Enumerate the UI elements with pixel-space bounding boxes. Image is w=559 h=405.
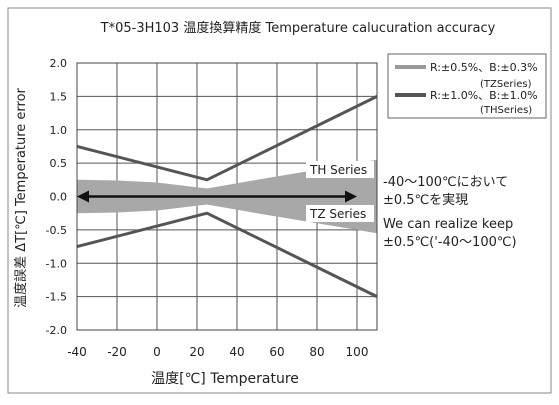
- x-tick-label: -20: [107, 345, 127, 359]
- x-axis-ticks: -40 -20 0 20 40 60 80 100: [67, 345, 368, 359]
- x-tick-label: 80: [309, 345, 324, 359]
- th-series-label-bg: [306, 161, 374, 178]
- tz-series-label-bg: [306, 205, 374, 222]
- note-en-line1: We can realize keep: [383, 217, 513, 232]
- x-tick-label: 0: [153, 345, 161, 359]
- range-arrow: [77, 190, 357, 203]
- range-arrow-head-left: [77, 190, 89, 203]
- th-series-label: TH Series: [309, 163, 367, 177]
- y-tick-label: -0.5: [46, 224, 67, 237]
- y-tick-label: 0.0: [50, 191, 68, 204]
- range-arrow-head-right: [345, 190, 357, 203]
- x-tick-label: 20: [189, 345, 204, 359]
- legend-tz-sublabel: (TZSeries): [480, 79, 532, 90]
- chart-title: T*05-3H103 温度換算精度 Temperature calucurati…: [100, 20, 496, 36]
- note-jp-line2: ±0.5℃を実現: [383, 192, 468, 208]
- legend-box: [387, 53, 547, 119]
- x-tick-label: 40: [229, 345, 244, 359]
- x-axis-label: 温度[℃] Temperature: [151, 371, 299, 387]
- note-jp-line1: -40～100℃において: [383, 175, 508, 190]
- legend-th-label: R:±1.0%、B:±1.0%: [430, 89, 538, 102]
- x-tick-label: 100: [346, 345, 369, 359]
- th-line-layer: [76, 95, 378, 298]
- y-tick-label: -1.5: [46, 291, 67, 304]
- y-tick-label: -2.0: [46, 324, 67, 337]
- th-series-line: [76, 95, 378, 182]
- x-tick-label: -40: [67, 345, 87, 359]
- y-tick-label: 2.0: [50, 57, 68, 70]
- y-tick-label: -1.0: [46, 257, 67, 270]
- y-axis-ticks: 2.0 1.5 1.0 0.5 0.0 -0.5 -1.0 -1.5 -2.0: [46, 57, 67, 337]
- y-tick-label: 0.5: [50, 157, 68, 170]
- y-axis-label: 温度誤差 ΔT[℃] Temperature error: [13, 87, 29, 307]
- x-tick-label: 60: [269, 345, 284, 359]
- legend: R:±0.5%、B:±0.3% (TZSeries) R:±1.0%、B:±1.…: [387, 53, 547, 119]
- note-en-line2: ±0.5℃('-40～100℃): [383, 235, 517, 250]
- legend-th-sublabel: (THSeries): [480, 105, 532, 116]
- tz-series-label: TZ Series: [309, 207, 366, 221]
- th-series-line: [76, 211, 378, 298]
- y-tick-label: 1.0: [50, 124, 68, 137]
- y-tick-label: 1.5: [50, 90, 68, 103]
- legend-tz-label: R:±0.5%、B:±0.3%: [430, 61, 538, 74]
